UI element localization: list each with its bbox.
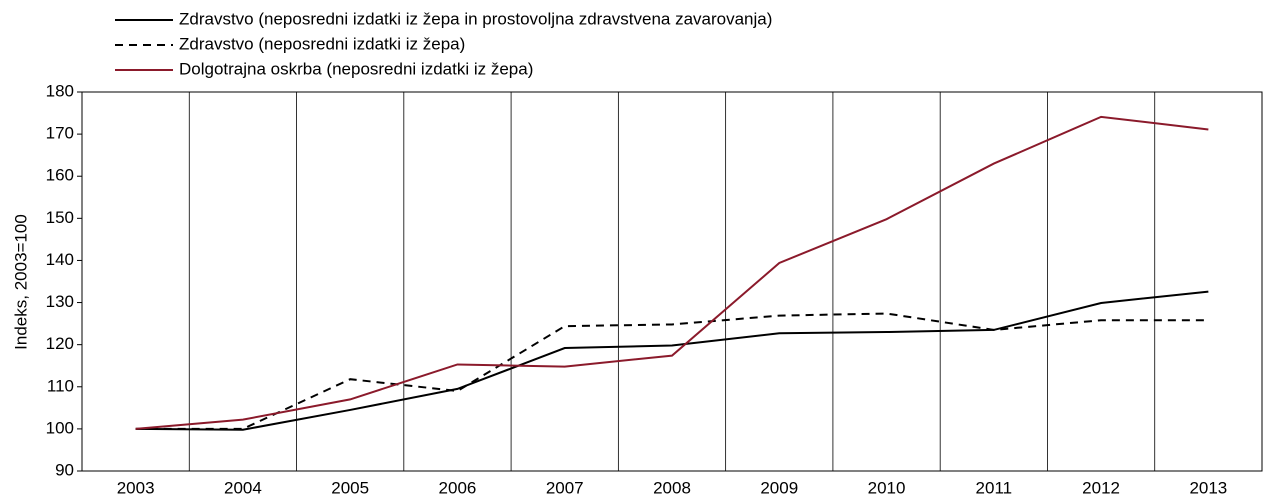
- series-line: [135, 312, 1209, 430]
- y-tick-label: 130: [46, 292, 74, 311]
- y-tick-label: 110: [47, 376, 74, 395]
- x-tick-label: 2003: [117, 478, 155, 497]
- y-tick-label: 140: [46, 250, 74, 269]
- y-axis-label: Indeks, 2003=100: [11, 214, 30, 350]
- x-tick-label: 2011: [976, 478, 1013, 497]
- y-tick-label: 90: [55, 460, 74, 479]
- y-tick-label: 160: [46, 166, 74, 185]
- x-tick-label: 2012: [1082, 478, 1120, 497]
- series-line: [135, 290, 1209, 431]
- x-tick-label: 2010: [868, 478, 906, 497]
- plot-frame: [81, 91, 1263, 472]
- series-line: [135, 115, 1209, 430]
- y-tick-label: 180: [46, 81, 74, 100]
- y-tick-label: 120: [46, 334, 74, 353]
- y-tick-label: 170: [46, 124, 74, 143]
- x-tick-label: 2013: [1189, 478, 1227, 497]
- x-tick-label: 2006: [439, 478, 477, 497]
- x-tick-label: 2004: [224, 478, 262, 497]
- legend-label: Zdravstvo (neposredni izdatki iz žepa): [179, 34, 465, 53]
- legend-label: Dolgotrajna oskrba (neposredni izdatki i…: [179, 59, 533, 78]
- x-tick-label: 2007: [546, 478, 584, 497]
- x-tick-label: 2005: [331, 478, 369, 497]
- legend-label: Zdravstvo (neposredni izdatki iz žepa in…: [179, 9, 772, 28]
- x-tick-label: 2008: [653, 478, 691, 497]
- y-tick-label: 100: [46, 418, 74, 437]
- y-tick-label: 150: [46, 208, 74, 227]
- x-tick-label: 2009: [760, 478, 798, 497]
